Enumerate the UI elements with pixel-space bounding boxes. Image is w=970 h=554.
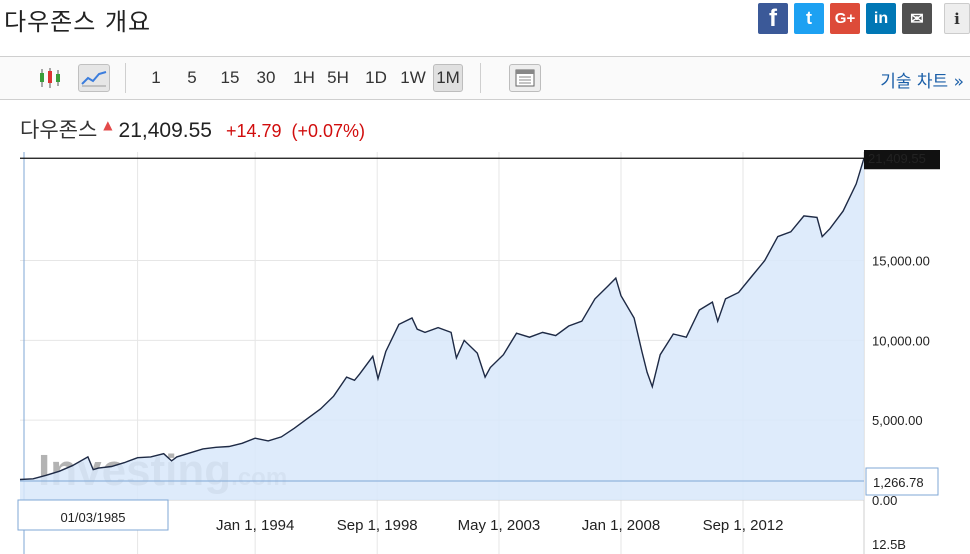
- y-tick-label: 5,000.00: [872, 413, 923, 428]
- technical-chart-link[interactable]: 기술 차트 »: [880, 72, 964, 92]
- timeframe-5h[interactable]: 5H: [327, 68, 349, 87]
- cursor-value-box: [865, 467, 939, 496]
- instrument-name: 다우존스: [20, 118, 98, 142]
- x-tick-label: May 1, 2003: [458, 517, 541, 534]
- last-price: 21,409.55: [118, 119, 212, 142]
- last-price-tag-label: 21,409.55: [868, 151, 926, 166]
- x-tick-label: Sep 1, 2012: [703, 517, 784, 534]
- chart-overlays: 21,409.55 1,266.78 01/03/1985: [17, 150, 940, 531]
- volume-label: 12.5B: [872, 537, 906, 552]
- up-arrow-icon: ▲: [103, 118, 113, 132]
- quote-summary: 다우존스 ▲ 21,409.55 +14.79 (+0.07%): [20, 114, 365, 144]
- timeframe-30[interactable]: 30: [256, 68, 276, 87]
- toolbar-divider: [480, 63, 481, 93]
- x-tick-label: Jan 1, 2008: [582, 517, 660, 534]
- data-table-icon[interactable]: [509, 64, 541, 92]
- facebook-icon[interactable]: f: [758, 3, 788, 34]
- timeframe-1[interactable]: 1: [151, 68, 161, 87]
- toolbar-divider: [125, 63, 126, 93]
- last-price-tag: [864, 150, 940, 170]
- x-tick-label: Sep 1, 1998: [337, 517, 418, 534]
- timeframe-15[interactable]: 15: [220, 68, 240, 87]
- timeframe-1h[interactable]: 1H: [293, 68, 315, 87]
- x-tick-label: Jan 1, 1994: [216, 517, 294, 534]
- price-line: [19, 157, 865, 481]
- twitter-icon[interactable]: t: [794, 3, 824, 34]
- timeframe-1w[interactable]: 1W: [400, 68, 426, 87]
- timeframe-5[interactable]: 5: [187, 68, 197, 87]
- googleplus-icon[interactable]: G+: [830, 3, 860, 34]
- cursor-date-box: [17, 499, 169, 531]
- candlestick-icon[interactable]: [34, 64, 66, 92]
- price-change-percent: (+0.07%): [291, 121, 366, 141]
- line-chart-icon[interactable]: [78, 64, 110, 92]
- chart-toolbar: 1 5 15 30 1H 5H 1D 1W 1M 기술 차트 »: [0, 56, 970, 100]
- page-title: 다우존스 개요: [4, 8, 152, 36]
- y-tick-label: 10,000.00: [872, 333, 930, 348]
- timeframe-1m[interactable]: 1M: [433, 64, 463, 92]
- y-tick-label: 15,000.00: [872, 254, 930, 269]
- info-icon[interactable]: i: [944, 3, 970, 34]
- y-tick-label: 0.00: [872, 493, 897, 508]
- y-axis: 15,000.00 10,000.00 5,000.00 0.00 12.5B: [872, 254, 930, 552]
- cursor-date-label: 01/03/1985: [60, 510, 125, 525]
- social-share-bar: f t G+ in ✉ i: [758, 3, 970, 34]
- price-change: +14.79: [225, 121, 282, 141]
- email-icon[interactable]: ✉: [902, 3, 932, 34]
- linkedin-icon[interactable]: in: [866, 3, 896, 34]
- cursor-value-label: 1,266.78: [873, 475, 924, 490]
- timeframe-1d[interactable]: 1D: [365, 68, 387, 87]
